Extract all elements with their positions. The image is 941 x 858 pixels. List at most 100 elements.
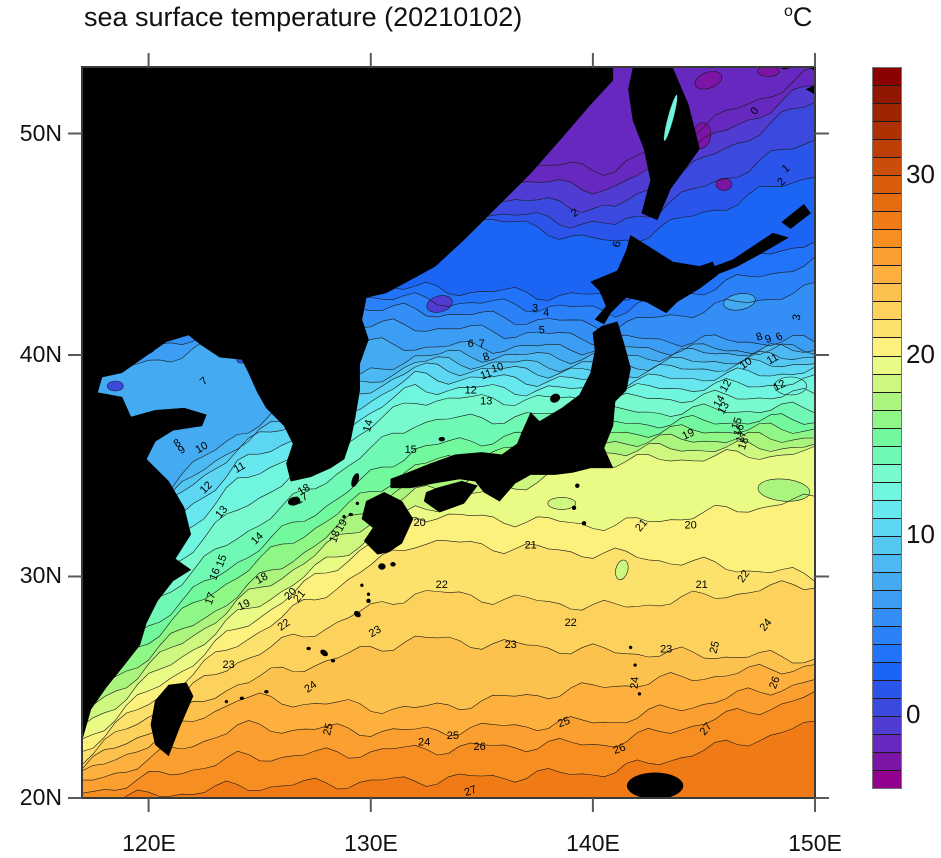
svg-text:3: 3 — [791, 313, 804, 321]
svg-text:16: 16 — [732, 422, 747, 438]
svg-text:24: 24 — [628, 676, 641, 689]
svg-text:25: 25 — [708, 640, 723, 655]
svg-text:15: 15 — [405, 444, 417, 456]
colorbar-cell — [873, 445, 901, 464]
colorbar-cell — [873, 644, 901, 663]
svg-text:15: 15 — [214, 553, 229, 569]
colorbar-cell — [873, 319, 901, 338]
svg-text:18: 18 — [736, 436, 751, 452]
colorbar-cell — [873, 680, 901, 699]
y-tick-label-20n: 20N — [19, 784, 62, 810]
colorbar-cell — [873, 571, 901, 590]
colorbar-tick-30: 30 — [906, 159, 935, 189]
units-degree-symbol: o — [784, 3, 793, 20]
colorbar-tick-10: 10 — [906, 519, 935, 549]
svg-text:4: 4 — [543, 307, 549, 319]
colorbar-cell — [873, 301, 901, 320]
x-tick-label-150e: 150E — [788, 830, 842, 856]
svg-text:20: 20 — [413, 517, 425, 529]
y-tick-label-30n: 30N — [19, 562, 62, 588]
colorbar-cell — [873, 752, 901, 771]
svg-text:22: 22 — [565, 617, 577, 629]
colorbar-cell — [873, 734, 901, 753]
colorbar-cell — [873, 625, 901, 644]
svg-text:6: 6 — [774, 330, 785, 343]
colorbar-cell — [873, 716, 901, 735]
colorbar-cell — [873, 68, 901, 86]
svg-text:2: 2 — [569, 206, 581, 219]
svg-text:6: 6 — [611, 240, 624, 248]
x-tick-label-120e: 120E — [122, 830, 176, 856]
svg-text:16: 16 — [207, 566, 222, 582]
svg-text:6: 6 — [468, 338, 474, 350]
y-tick-label-40n: 40N — [19, 341, 62, 367]
colorbar-cell — [873, 247, 901, 266]
axes — [81, 66, 816, 799]
above-land-features — [663, 94, 678, 142]
x-tick-label-130e: 130E — [344, 830, 398, 856]
colorbar-cell — [873, 157, 901, 176]
colorbar-cell — [873, 553, 901, 572]
colorbar-cell — [873, 662, 901, 681]
colorbar-cell — [873, 355, 901, 374]
colorbar-cell — [873, 175, 901, 194]
svg-text:7: 7 — [479, 338, 485, 350]
colorbar-cell — [873, 499, 901, 518]
colorbar-cell — [873, 535, 901, 554]
svg-text:22: 22 — [735, 568, 752, 585]
colorbar-cell — [873, 265, 901, 284]
svg-text:11: 11 — [232, 460, 248, 476]
svg-text:23: 23 — [222, 659, 234, 671]
svg-text:18: 18 — [296, 482, 313, 499]
land-masses — [82, 67, 815, 798]
svg-text:22: 22 — [436, 579, 448, 591]
svg-text:5: 5 — [539, 325, 545, 337]
colorbar-cell — [873, 463, 901, 482]
svg-text:10: 10 — [738, 355, 755, 372]
svg-text:19: 19 — [236, 597, 252, 613]
svg-text:3: 3 — [532, 302, 538, 314]
svg-text:17: 17 — [734, 429, 749, 445]
svg-text:23: 23 — [367, 624, 384, 641]
svg-text:12: 12 — [465, 384, 477, 396]
svg-text:19: 19 — [680, 427, 696, 443]
colorbar-cell — [873, 193, 901, 212]
svg-text:15: 15 — [729, 416, 744, 432]
svg-text:27: 27 — [463, 784, 479, 799]
svg-text:21: 21 — [696, 579, 708, 591]
svg-text:10: 10 — [194, 440, 211, 457]
svg-text:17: 17 — [203, 591, 218, 607]
svg-text:19: 19 — [334, 517, 351, 534]
svg-text:14: 14 — [361, 418, 376, 433]
svg-text:23: 23 — [660, 644, 672, 656]
units-letter: C — [792, 2, 813, 32]
svg-text:12: 12 — [771, 378, 787, 394]
svg-text:26: 26 — [612, 741, 628, 756]
svg-text:13: 13 — [480, 395, 492, 407]
svg-text:8: 8 — [171, 437, 183, 450]
svg-text:11: 11 — [479, 367, 494, 382]
svg-text:9: 9 — [176, 443, 188, 456]
colorbar-cell — [873, 481, 901, 500]
colorbar-cell — [873, 391, 901, 410]
svg-text:8: 8 — [755, 330, 765, 343]
svg-text:13: 13 — [716, 400, 733, 417]
units-label: oC — [784, 2, 812, 33]
colorbar-cell — [873, 283, 901, 302]
svg-text:8: 8 — [481, 350, 491, 363]
svg-text:18: 18 — [327, 529, 342, 545]
colorbar-cell — [873, 770, 901, 789]
colorbar — [872, 67, 902, 789]
svg-text:20: 20 — [684, 519, 696, 531]
colorbar-cell — [873, 229, 901, 248]
svg-text:25: 25 — [321, 722, 336, 737]
colorbar-cell — [873, 211, 901, 230]
svg-text:10: 10 — [490, 361, 505, 376]
colorbar-tick-20: 20 — [906, 339, 935, 369]
y-tick-label-50n: 50N — [19, 120, 62, 146]
colorbar-cell — [873, 517, 901, 536]
colorbar-cell — [873, 337, 901, 356]
svg-text:22: 22 — [276, 617, 293, 634]
